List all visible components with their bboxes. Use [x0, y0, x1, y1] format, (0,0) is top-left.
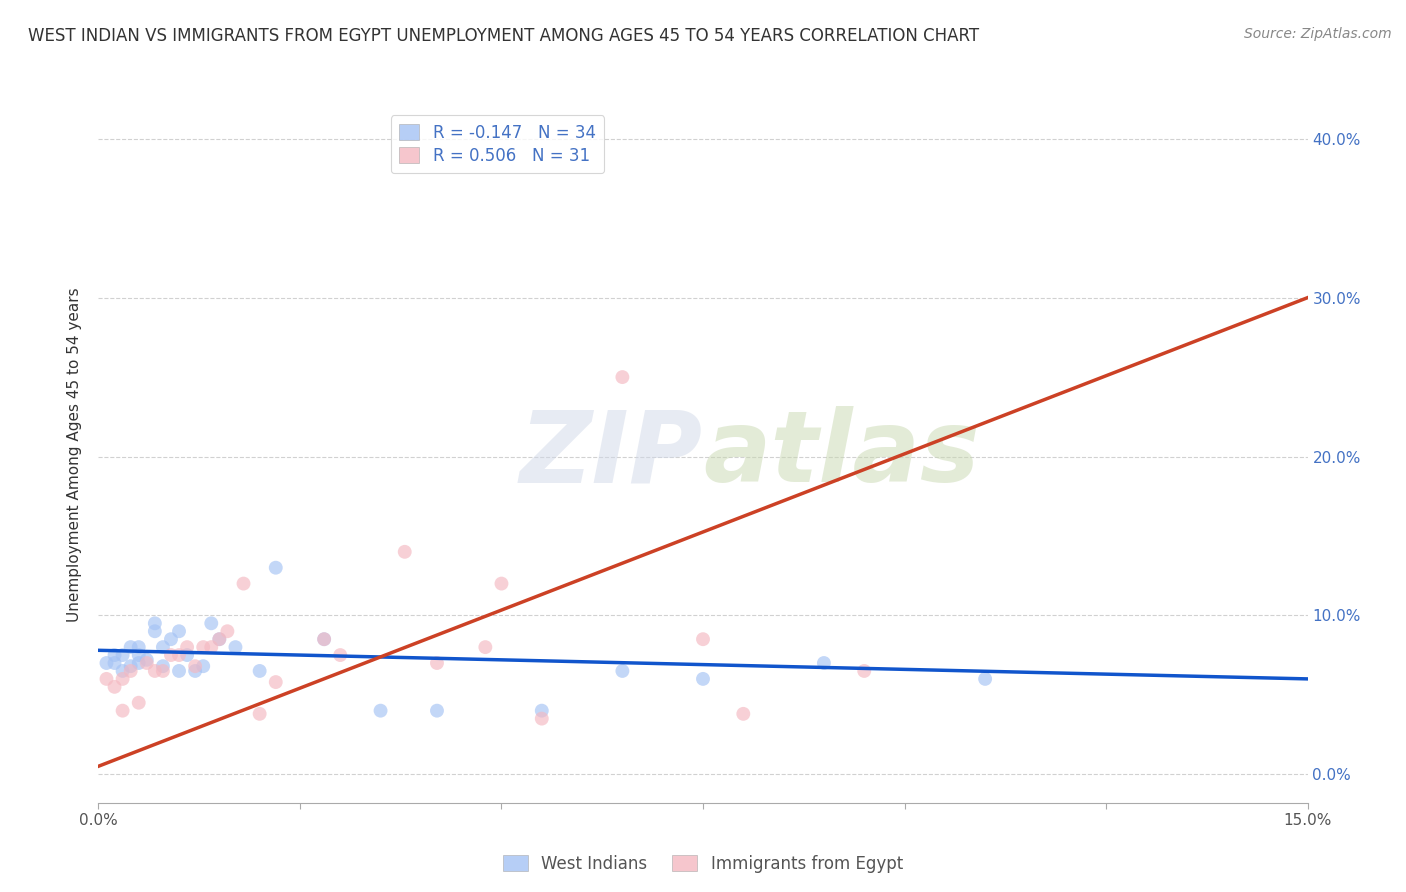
Point [426, 704, 449, 718]
Point [160, 648, 183, 662]
Point [193, 640, 215, 654]
Point [813, 656, 835, 670]
Point [176, 640, 198, 654]
Point [143, 624, 166, 639]
Point [329, 648, 352, 662]
Point [612, 370, 634, 384]
Text: WEST INDIAN VS IMMIGRANTS FROM EGYPT UNEMPLOYMENT AMONG AGES 45 TO 54 YEARS CORR: WEST INDIAN VS IMMIGRANTS FROM EGYPT UNE… [28, 27, 979, 45]
Point [249, 706, 271, 721]
Point [426, 656, 449, 670]
Point [224, 640, 246, 654]
Text: ZIP: ZIP [520, 407, 703, 503]
Point [152, 659, 174, 673]
Point [103, 680, 125, 694]
Point [135, 653, 157, 667]
Point [232, 576, 254, 591]
Point [314, 632, 336, 647]
Point [612, 664, 634, 678]
Point [853, 664, 876, 678]
Point [530, 712, 553, 726]
Point [152, 640, 174, 654]
Point [128, 648, 150, 662]
Point [249, 664, 271, 678]
Legend: West Indians, Immigrants from Egypt: West Indians, Immigrants from Egypt [496, 848, 910, 880]
Point [111, 704, 134, 718]
Point [184, 664, 207, 678]
Point [96, 672, 118, 686]
Point [111, 648, 134, 662]
Point [167, 624, 190, 639]
Text: Source: ZipAtlas.com: Source: ZipAtlas.com [1244, 27, 1392, 41]
Point [135, 656, 157, 670]
Point [120, 659, 142, 673]
Point [733, 706, 755, 721]
Point [143, 616, 166, 631]
Text: atlas: atlas [703, 407, 980, 503]
Point [370, 704, 392, 718]
Point [184, 659, 207, 673]
Point [264, 675, 287, 690]
Point [167, 664, 190, 678]
Point [491, 576, 513, 591]
Point [314, 632, 336, 647]
Point [193, 659, 215, 673]
Point [111, 672, 134, 686]
Point [128, 656, 150, 670]
Point [103, 648, 125, 662]
Point [530, 704, 553, 718]
Point [217, 624, 239, 639]
Point [143, 664, 166, 678]
Point [474, 640, 496, 654]
Point [974, 672, 997, 686]
Legend: R = -0.147   N = 34, R = 0.506   N = 31: R = -0.147 N = 34, R = 0.506 N = 31 [391, 115, 605, 173]
Point [120, 640, 142, 654]
Point [692, 672, 714, 686]
Point [200, 616, 222, 631]
Point [208, 632, 231, 647]
Point [96, 656, 118, 670]
Point [208, 632, 231, 647]
Point [264, 560, 287, 574]
Point [160, 632, 183, 647]
Y-axis label: Unemployment Among Ages 45 to 54 years: Unemployment Among Ages 45 to 54 years [67, 287, 83, 623]
Point [128, 696, 150, 710]
Point [128, 640, 150, 654]
Point [394, 545, 416, 559]
Point [176, 648, 198, 662]
Point [103, 656, 125, 670]
Point [152, 664, 174, 678]
Point [111, 664, 134, 678]
Point [692, 632, 714, 647]
Point [200, 640, 222, 654]
Point [120, 664, 142, 678]
Point [167, 648, 190, 662]
